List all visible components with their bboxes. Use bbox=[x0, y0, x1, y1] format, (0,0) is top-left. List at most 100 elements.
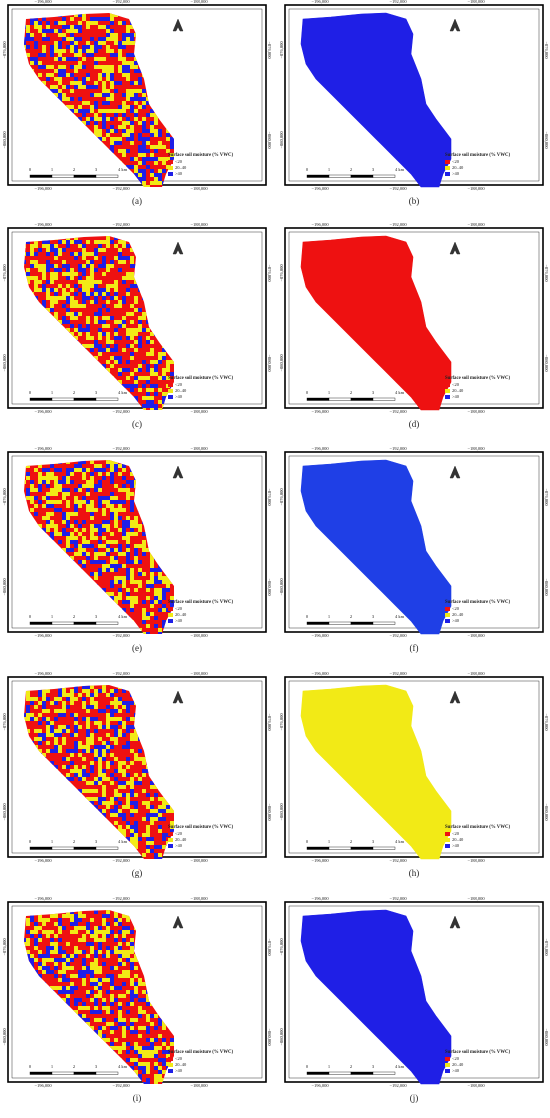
speckle bbox=[90, 504, 94, 508]
speckle bbox=[78, 25, 82, 29]
x-tick-label: −196,000 bbox=[34, 858, 52, 864]
speckle bbox=[66, 276, 70, 280]
speckle bbox=[130, 472, 134, 476]
speckle bbox=[102, 588, 106, 592]
speckle bbox=[42, 284, 46, 288]
speckle bbox=[30, 37, 34, 41]
speckle bbox=[62, 709, 66, 713]
speckle bbox=[58, 93, 62, 97]
speckle bbox=[114, 741, 118, 745]
speckle bbox=[166, 580, 170, 584]
speckle bbox=[158, 817, 162, 821]
speckle bbox=[114, 348, 118, 352]
speckle bbox=[154, 809, 158, 813]
legend-label: >40 bbox=[452, 843, 460, 848]
speckle bbox=[58, 29, 62, 33]
speckle bbox=[138, 982, 142, 986]
speckle bbox=[70, 316, 74, 320]
scale-segment bbox=[73, 621, 97, 625]
x-tick-label: −192,000 bbox=[389, 0, 407, 5]
speckle bbox=[62, 528, 66, 532]
speckle bbox=[62, 272, 66, 276]
speckle bbox=[46, 77, 50, 81]
speckle bbox=[150, 1046, 154, 1050]
speckle bbox=[138, 777, 142, 781]
speckle bbox=[130, 1058, 134, 1062]
speckle bbox=[94, 464, 98, 468]
speckle bbox=[86, 685, 90, 689]
speckle bbox=[158, 853, 162, 857]
speckle bbox=[162, 797, 166, 801]
speckle bbox=[78, 276, 82, 280]
speckle bbox=[94, 21, 98, 25]
speckle bbox=[66, 958, 70, 962]
speckle bbox=[66, 29, 70, 33]
speckle bbox=[130, 737, 134, 741]
speckle bbox=[106, 472, 110, 476]
speckle bbox=[70, 468, 74, 472]
speckle bbox=[82, 914, 86, 918]
scale-label: 0 bbox=[306, 1064, 309, 1069]
scale-label: 2 bbox=[350, 614, 352, 619]
speckle bbox=[150, 604, 154, 608]
speckle bbox=[138, 1026, 142, 1030]
speckle bbox=[142, 817, 146, 821]
speckle bbox=[54, 89, 58, 93]
speckle bbox=[130, 789, 134, 793]
speckle bbox=[98, 468, 102, 472]
speckle bbox=[146, 400, 150, 404]
speckle bbox=[46, 73, 50, 77]
speckle bbox=[30, 244, 34, 248]
speckle bbox=[130, 596, 134, 600]
speckle bbox=[150, 841, 154, 845]
speckle bbox=[114, 137, 118, 141]
speckle bbox=[122, 745, 126, 749]
speckle bbox=[142, 544, 146, 548]
speckle bbox=[118, 256, 122, 260]
speckle bbox=[166, 576, 170, 580]
y-tick-label: −076,000 bbox=[543, 488, 549, 506]
x-tick-label: −196,000 bbox=[34, 409, 52, 415]
legend-swatch bbox=[168, 172, 173, 176]
speckle bbox=[118, 1050, 122, 1054]
speckle bbox=[122, 580, 126, 584]
speckle bbox=[142, 181, 146, 185]
speckle bbox=[130, 841, 134, 845]
speckle bbox=[122, 813, 126, 817]
speckle bbox=[38, 914, 42, 918]
speckle bbox=[146, 97, 150, 101]
speckle bbox=[114, 709, 118, 713]
speckle bbox=[70, 532, 74, 536]
speckle bbox=[110, 49, 114, 53]
speckle bbox=[46, 248, 50, 252]
scale-segment bbox=[51, 846, 75, 850]
speckle bbox=[26, 25, 30, 29]
speckle bbox=[98, 1034, 102, 1038]
speckle bbox=[154, 1046, 158, 1050]
speckle bbox=[94, 320, 98, 324]
legend-title: Surface soil moisture (% VWC) bbox=[445, 376, 511, 381]
scale-segment bbox=[73, 174, 97, 178]
y-tick-label: −076,000 bbox=[266, 713, 272, 731]
speckle bbox=[146, 994, 150, 998]
scale-label: 3 bbox=[95, 1064, 98, 1069]
speckle bbox=[58, 77, 62, 81]
speckle bbox=[118, 240, 122, 244]
speckle bbox=[130, 1018, 134, 1022]
x-tick-label: −196,000 bbox=[311, 858, 329, 864]
speckle bbox=[58, 320, 62, 324]
speckle bbox=[170, 141, 174, 145]
speckle bbox=[94, 548, 98, 552]
speckle bbox=[46, 240, 50, 244]
speckle bbox=[106, 240, 110, 244]
legend-label: <20 bbox=[452, 831, 460, 836]
speckle bbox=[126, 950, 130, 954]
speckle bbox=[74, 946, 78, 950]
speckle bbox=[34, 280, 38, 284]
speckle bbox=[38, 280, 42, 284]
speckle bbox=[98, 978, 102, 982]
speckle bbox=[66, 492, 70, 496]
legend-swatch bbox=[168, 1069, 173, 1073]
speckle bbox=[134, 81, 138, 85]
speckle bbox=[98, 37, 102, 41]
